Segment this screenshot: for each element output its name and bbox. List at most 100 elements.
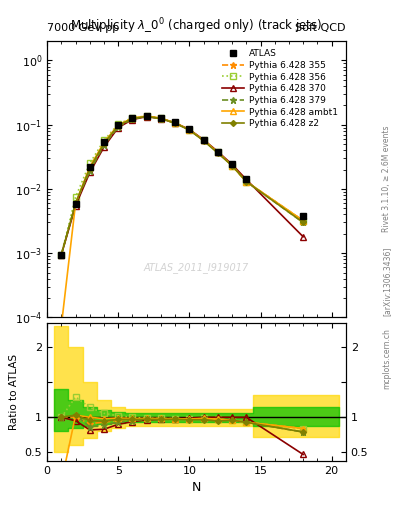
Pythia 6.428 356 — [116, 121, 121, 127]
Pythia 6.428 ambt1 — [144, 113, 149, 119]
Pythia 6.428 379 — [144, 113, 149, 119]
ATLAS — [187, 126, 192, 132]
Pythia 6.428 355 — [244, 179, 249, 185]
Pythia 6.428 355 — [215, 150, 220, 156]
Pythia 6.428 370 — [187, 126, 192, 133]
Pythia 6.428 370 — [102, 144, 107, 150]
Pythia 6.428 ambt1 — [88, 164, 92, 170]
Pythia 6.428 356 — [230, 162, 234, 168]
ATLAS — [102, 139, 107, 145]
Pythia 6.428 355 — [201, 137, 206, 143]
Pythia 6.428 370 — [215, 148, 220, 155]
ATLAS — [130, 115, 135, 121]
ATLAS — [73, 201, 78, 207]
Pythia 6.428 379 — [187, 127, 192, 133]
ATLAS — [301, 213, 305, 219]
Pythia 6.428 379 — [116, 123, 121, 130]
Pythia 6.428 370 — [144, 114, 149, 120]
Pythia 6.428 z2 — [130, 116, 135, 122]
Pythia 6.428 356 — [73, 194, 78, 200]
Pythia 6.428 370 — [159, 116, 163, 122]
X-axis label: N: N — [192, 481, 201, 494]
ATLAS — [59, 251, 64, 258]
Pythia 6.428 z2 — [230, 162, 234, 168]
Line: Pythia 6.428 355: Pythia 6.428 355 — [58, 113, 307, 258]
Line: Pythia 6.428 379: Pythia 6.428 379 — [58, 113, 307, 258]
Pythia 6.428 356 — [187, 127, 192, 133]
Pythia 6.428 356 — [159, 115, 163, 121]
ATLAS — [201, 137, 206, 143]
Pythia 6.428 370 — [130, 116, 135, 122]
Pythia 6.428 ambt1 — [244, 179, 249, 185]
Pythia 6.428 379 — [244, 179, 249, 185]
Pythia 6.428 379 — [59, 251, 64, 258]
Pythia 6.428 ambt1 — [116, 122, 121, 128]
ATLAS — [88, 164, 92, 170]
Line: Pythia 6.428 370: Pythia 6.428 370 — [59, 114, 306, 258]
Pythia 6.428 370 — [201, 137, 206, 143]
Pythia 6.428 356 — [173, 120, 178, 126]
Pythia 6.428 356 — [244, 179, 249, 185]
Pythia 6.428 356 — [301, 218, 305, 224]
Pythia 6.428 379 — [215, 150, 220, 156]
Y-axis label: Ratio to ATLAS: Ratio to ATLAS — [9, 354, 19, 430]
Pythia 6.428 379 — [230, 162, 234, 168]
Pythia 6.428 379 — [301, 220, 305, 226]
Pythia 6.428 z2 — [173, 120, 178, 126]
Pythia 6.428 ambt1 — [301, 218, 305, 224]
Text: Rivet 3.1.10, ≥ 2.6M events: Rivet 3.1.10, ≥ 2.6M events — [382, 126, 391, 232]
Pythia 6.428 z2 — [102, 140, 107, 146]
Pythia 6.428 z2 — [244, 179, 249, 185]
ATLAS — [173, 119, 178, 125]
Pythia 6.428 356 — [215, 150, 220, 156]
Pythia 6.428 ambt1 — [130, 115, 135, 121]
Pythia 6.428 370 — [59, 251, 64, 258]
ATLAS — [215, 148, 220, 155]
Pythia 6.428 356 — [59, 251, 64, 258]
Pythia 6.428 z2 — [201, 138, 206, 144]
Pythia 6.428 ambt1 — [59, 323, 64, 329]
Pythia 6.428 ambt1 — [73, 200, 78, 206]
Pythia 6.428 z2 — [59, 251, 64, 258]
Pythia 6.428 z2 — [187, 127, 192, 133]
Pythia 6.428 355 — [187, 127, 192, 133]
Pythia 6.428 ambt1 — [173, 120, 178, 126]
ATLAS — [159, 115, 163, 121]
Pythia 6.428 z2 — [116, 122, 121, 129]
Pythia 6.428 379 — [159, 116, 163, 122]
Pythia 6.428 370 — [230, 161, 234, 167]
Pythia 6.428 z2 — [301, 220, 305, 226]
Pythia 6.428 355 — [230, 162, 234, 168]
Pythia 6.428 z2 — [73, 200, 78, 206]
Pythia 6.428 355 — [144, 113, 149, 119]
Pythia 6.428 355 — [130, 115, 135, 121]
Pythia 6.428 z2 — [144, 113, 149, 119]
ATLAS — [116, 121, 121, 127]
Pythia 6.428 355 — [73, 201, 78, 207]
Text: ATLAS_2011_I919017: ATLAS_2011_I919017 — [144, 262, 249, 273]
Pythia 6.428 ambt1 — [201, 137, 206, 143]
Pythia 6.428 356 — [130, 115, 135, 121]
Pythia 6.428 370 — [173, 120, 178, 126]
ATLAS — [244, 177, 249, 183]
Pythia 6.428 355 — [159, 115, 163, 121]
Pythia 6.428 356 — [201, 137, 206, 143]
Pythia 6.428 356 — [144, 113, 149, 119]
Pythia 6.428 356 — [102, 137, 107, 143]
Line: ATLAS: ATLAS — [58, 112, 307, 258]
Pythia 6.428 370 — [116, 124, 121, 131]
Text: Multiplicity $\lambda\_0^0$ (charged only) (track jets): Multiplicity $\lambda\_0^0$ (charged onl… — [70, 16, 323, 36]
Pythia 6.428 355 — [102, 141, 107, 147]
Pythia 6.428 355 — [88, 166, 92, 173]
Pythia 6.428 355 — [59, 251, 64, 258]
Pythia 6.428 370 — [301, 233, 305, 240]
ATLAS — [230, 161, 234, 167]
Pythia 6.428 379 — [102, 142, 107, 148]
Pythia 6.428 355 — [173, 120, 178, 126]
Pythia 6.428 370 — [73, 202, 78, 208]
ATLAS — [144, 113, 149, 119]
Text: mcplots.cern.ch: mcplots.cern.ch — [382, 328, 391, 389]
Text: 7000 GeV pp: 7000 GeV pp — [47, 23, 119, 33]
Pythia 6.428 379 — [201, 137, 206, 143]
Pythia 6.428 z2 — [159, 116, 163, 122]
